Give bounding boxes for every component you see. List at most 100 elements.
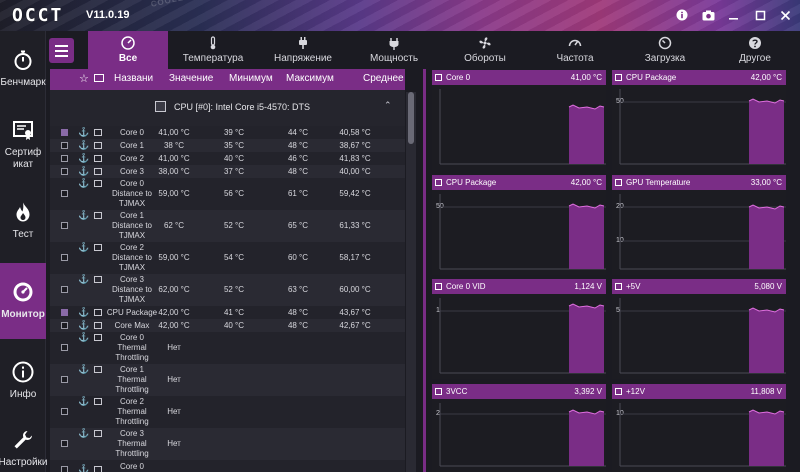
table-row[interactable]: ⚓ Core 2 Distance to TJMAX 59,00 °C 54 °C 60… [50, 242, 405, 274]
pin-graph-icon[interactable]: ⚓ [78, 166, 90, 176]
scrollbar-thumb[interactable] [408, 92, 414, 144]
table-row[interactable]: ⚓ Core 0 Distance to TJMAX 59,00 °C 56 °C 61… [50, 178, 405, 210]
table-row[interactable]: ⚓ Core 0 [50, 460, 405, 472]
star-icon[interactable]: ☆ [79, 73, 89, 85]
show-on-overlay-icon[interactable] [94, 309, 102, 316]
sidebar-item-settings[interactable]: Настройки [0, 417, 48, 472]
graph-type-icon[interactable] [435, 179, 442, 186]
tab-all[interactable]: Все [88, 31, 168, 69]
graph-type-icon[interactable] [615, 283, 622, 290]
graph-type-icon[interactable] [615, 388, 622, 395]
pin-graph-icon[interactable]: ⚓ [78, 140, 90, 150]
menu-toggle-button[interactable] [49, 38, 74, 63]
screenshot-button[interactable] [697, 5, 719, 25]
row-checkbox[interactable] [61, 168, 68, 175]
row-checkbox[interactable] [61, 344, 68, 351]
pin-graph-icon[interactable]: ⚓ [78, 274, 90, 284]
sidebar-item-test[interactable]: Тест [0, 183, 46, 259]
sidebar-item-benchmark[interactable]: Бенчмарк [0, 31, 46, 107]
tab-other[interactable]: Другое [710, 31, 800, 69]
row-checkbox[interactable] [61, 190, 68, 197]
sensor-graph[interactable]: 3VCC 3,392 V 2 [432, 384, 606, 472]
show-on-overlay-icon[interactable] [94, 180, 102, 187]
pin-graph-icon[interactable]: ⚓ [78, 178, 90, 188]
row-checkbox[interactable] [61, 309, 68, 316]
show-on-overlay-icon[interactable] [94, 142, 102, 149]
sidebar-item-monitor[interactable]: Монитор [0, 263, 46, 339]
close-button[interactable] [774, 5, 796, 25]
column-header-name[interactable]: Названи [114, 73, 154, 84]
row-checkbox[interactable] [61, 408, 68, 415]
tab-power[interactable]: Мощность [348, 31, 440, 69]
show-on-overlay-icon[interactable] [94, 430, 102, 437]
show-on-overlay-icon[interactable] [94, 155, 102, 162]
row-checkbox[interactable] [61, 286, 68, 293]
table-row[interactable]: ⚓ Core 0 41,00 °C 39 °C 44 °C 40,58 °C [50, 126, 405, 139]
sensor-graph[interactable]: +5V 5,080 V 5 [612, 279, 786, 379]
pin-graph-icon[interactable]: ⚓ [78, 428, 90, 438]
table-row[interactable]: ⚓ Core 1 Distance to TJMAX 62 °C 52 °C 65 °C… [50, 210, 405, 242]
tab-voltage[interactable]: Напряжение [258, 31, 348, 69]
table-row[interactable]: ⚓ Core 3 Distance to TJMAX 62,00 °C 52 °C 63… [50, 274, 405, 306]
tab-frequency[interactable]: Частота [530, 31, 620, 69]
sensor-group-header[interactable]: CPU [#0]: Intel Core i5-4570: DTS ⌃ [50, 90, 405, 126]
show-on-overlay-icon[interactable] [94, 366, 102, 373]
pin-graph-icon[interactable]: ⚓ [78, 307, 90, 317]
sensor-graph[interactable]: Core 0 41,00 °C [432, 70, 606, 170]
row-checkbox[interactable] [61, 254, 68, 261]
sensor-graph[interactable]: Core 0 VID 1,124 V 1 [432, 279, 606, 379]
sidebar-item-info[interactable]: Инфо [0, 343, 46, 419]
table-row[interactable]: ⚓ Core 1 Thermal Throttling Нет [50, 364, 405, 396]
table-row[interactable]: ⚓ Core 3 38,00 °C 37 °C 48 °C 40,00 °C [50, 165, 405, 178]
show-on-overlay-icon[interactable] [94, 212, 102, 219]
sidebar-item-certificate[interactable]: Сертификат [0, 107, 46, 183]
column-header-min[interactable]: Минимум [229, 73, 273, 84]
row-checkbox[interactable] [61, 322, 68, 329]
show-on-overlay-icon[interactable] [94, 276, 102, 283]
table-row[interactable]: ⚓ Core 1 38 °C 35 °C 48 °C 38,67 °C [50, 139, 405, 152]
table-row[interactable]: ⚓ CPU Package 42,00 °C 41 °C 48 °C 43,67 °C [50, 306, 405, 319]
pin-graph-icon[interactable]: ⚓ [78, 210, 90, 220]
pin-graph-icon[interactable]: ⚓ [78, 242, 90, 252]
tab-fan-speed[interactable]: Обороты [440, 31, 530, 69]
show-on-overlay-icon[interactable] [94, 398, 102, 405]
row-checkbox[interactable] [61, 142, 68, 149]
pin-graph-icon[interactable]: ⚓ [78, 364, 90, 374]
pin-graph-icon[interactable]: ⚓ [78, 464, 90, 472]
column-header-value[interactable]: Значение [169, 73, 214, 84]
graph-type-icon[interactable] [435, 74, 442, 81]
table-row[interactable]: ⚓ Core 3 Thermal Throttling Нет [50, 428, 405, 460]
panel-splitter[interactable] [423, 69, 426, 472]
row-checkbox[interactable] [61, 155, 68, 162]
tab-temperature[interactable]: Температура [168, 31, 258, 69]
graph-type-icon[interactable] [615, 179, 622, 186]
row-checkbox[interactable] [61, 129, 68, 136]
pin-graph-icon[interactable]: ⚓ [78, 127, 90, 137]
tab-load[interactable]: Загрузка [620, 31, 710, 69]
minimize-button[interactable] [722, 5, 744, 25]
show-on-overlay-icon[interactable] [94, 129, 102, 136]
collapse-chevron-icon[interactable]: ⌃ [384, 100, 392, 110]
column-header-max[interactable]: Максимум [286, 73, 334, 84]
table-row[interactable]: ⚓ Core Max 42,00 °C 40 °C 48 °C 42,67 °C [50, 319, 405, 332]
pin-graph-icon[interactable]: ⚓ [78, 396, 90, 406]
column-header-avg[interactable]: Среднее [363, 73, 404, 84]
show-on-overlay-icon[interactable] [94, 168, 102, 175]
show-on-overlay-icon[interactable] [94, 322, 102, 329]
table-row[interactable]: ⚓ Core 2 41,00 °C 40 °C 46 °C 41,83 °C [50, 152, 405, 165]
show-on-overlay-icon[interactable] [94, 466, 102, 472]
table-row[interactable]: ⚓ Core 0 Thermal Throttling Нет [50, 332, 405, 364]
table-scrollbar[interactable] [406, 92, 416, 472]
graph-type-icon[interactable] [435, 283, 442, 290]
row-checkbox[interactable] [61, 466, 68, 472]
monitor-icon[interactable] [94, 74, 104, 82]
row-checkbox[interactable] [61, 222, 68, 229]
pin-graph-icon[interactable]: ⚓ [78, 320, 90, 330]
graph-type-icon[interactable] [615, 74, 622, 81]
graph-type-icon[interactable] [435, 388, 442, 395]
pin-graph-icon[interactable]: ⚓ [78, 332, 90, 342]
show-on-overlay-icon[interactable] [94, 244, 102, 251]
